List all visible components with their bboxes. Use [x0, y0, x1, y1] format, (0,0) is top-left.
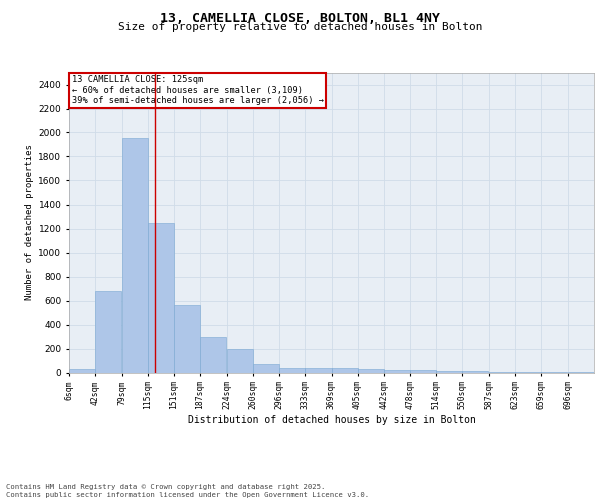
Bar — [227, 348, 253, 372]
Y-axis label: Number of detached properties: Number of detached properties — [25, 144, 34, 300]
Bar — [410, 370, 436, 372]
Text: Size of property relative to detached houses in Bolton: Size of property relative to detached ho… — [118, 22, 482, 32]
Bar — [463, 370, 488, 372]
Bar — [95, 291, 121, 372]
Bar — [305, 368, 331, 372]
Text: 13 CAMELLIA CLOSE: 125sqm
← 60% of detached houses are smaller (3,109)
39% of se: 13 CAMELLIA CLOSE: 125sqm ← 60% of detac… — [71, 76, 323, 106]
Bar — [253, 364, 279, 372]
X-axis label: Distribution of detached houses by size in Bolton: Distribution of detached houses by size … — [188, 415, 475, 425]
Bar — [148, 222, 174, 372]
Bar — [358, 369, 383, 372]
Bar — [384, 370, 410, 372]
Text: 13, CAMELLIA CLOSE, BOLTON, BL1 4NY: 13, CAMELLIA CLOSE, BOLTON, BL1 4NY — [160, 12, 440, 26]
Bar — [122, 138, 148, 372]
Bar — [174, 306, 200, 372]
Bar — [200, 336, 226, 372]
Bar — [279, 368, 305, 372]
Text: Contains HM Land Registry data © Crown copyright and database right 2025.
Contai: Contains HM Land Registry data © Crown c… — [6, 484, 369, 498]
Bar — [331, 368, 358, 372]
Bar — [69, 369, 95, 372]
